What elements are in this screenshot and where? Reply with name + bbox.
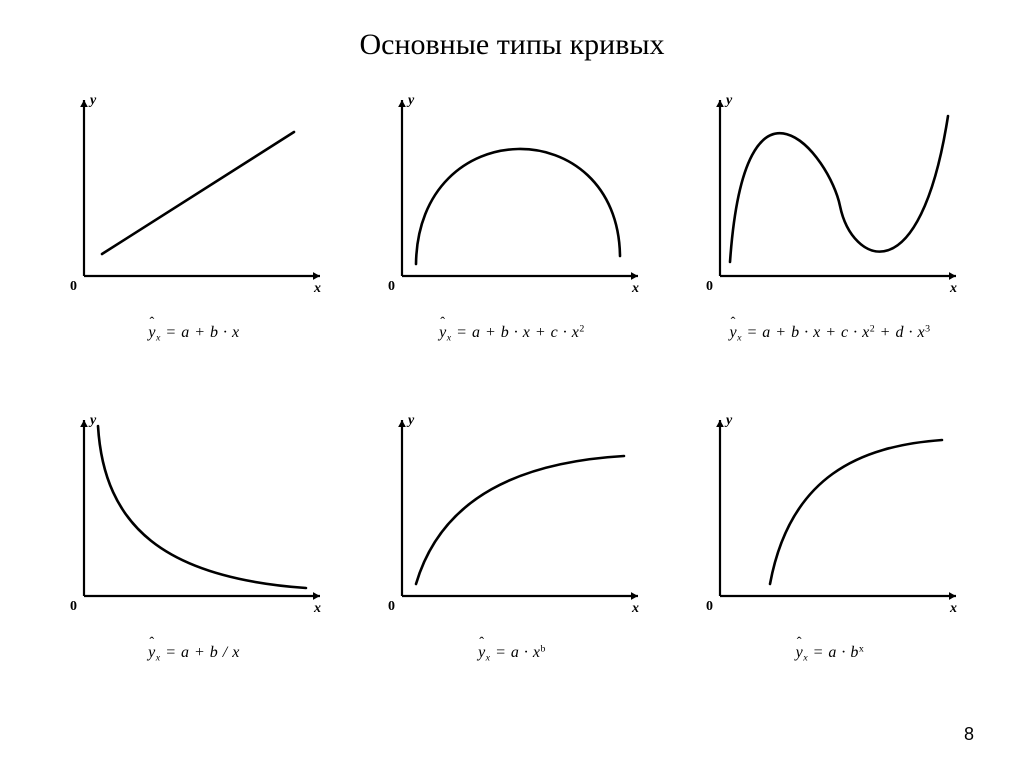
y-axis-label: y — [724, 93, 733, 108]
plot-cubic: 0 x y — [690, 86, 970, 306]
page-number: 8 — [964, 724, 974, 745]
plot-hyperbola: 0 x y — [54, 406, 334, 626]
formula-parabola: yx = a + b · x + c · x2 — [439, 324, 585, 344]
page-root: Основные типы кривых 0 x y yx = a + b · … — [0, 0, 1024, 767]
origin-label: 0 — [70, 279, 77, 294]
y-axis-label: y — [406, 413, 415, 428]
x-axis-label: x — [313, 281, 321, 296]
formula-power: yx = a · xb — [478, 644, 546, 664]
y-axis-label: y — [88, 93, 97, 108]
panel-parabola: 0 x y yx = a + b · x + c · x2 — [358, 86, 666, 386]
curve-hyperbola — [98, 426, 306, 588]
y-axis-arrow-icon — [398, 420, 406, 427]
formula-linear: yx = a + b · x — [148, 324, 239, 344]
origin-label: 0 — [706, 279, 713, 294]
y-axis-arrow-icon — [80, 420, 88, 427]
curve-parabola — [416, 149, 620, 264]
curve-exponential — [770, 440, 942, 584]
chart-grid: 0 x y yx = a + b · x 0 x y yx = a + b · … — [40, 86, 984, 706]
plot-linear: 0 x y — [54, 86, 334, 306]
plot-power: 0 x y — [372, 406, 652, 626]
curve-power — [416, 456, 624, 584]
panel-cubic: 0 x y yx = a + b · x + c · x2 + d · x3 — [676, 86, 984, 386]
panel-power: 0 x y yx = a · xb — [358, 406, 666, 706]
x-axis-arrow-icon — [313, 272, 320, 280]
plot-exponential: 0 x y — [690, 406, 970, 626]
y-axis-arrow-icon — [80, 100, 88, 107]
y-axis-label: y — [88, 413, 97, 428]
y-axis-label: y — [724, 413, 733, 428]
x-axis-arrow-icon — [949, 592, 956, 600]
page-title: Основные типы кривых — [40, 28, 984, 62]
panel-exponential: 0 x y yx = a · bx — [676, 406, 984, 706]
curve-linear — [102, 132, 294, 254]
plot-parabola: 0 x y — [372, 86, 652, 306]
origin-label: 0 — [706, 599, 713, 614]
formula-exponential: yx = a · bx — [796, 644, 865, 664]
x-axis-label: x — [631, 281, 639, 296]
origin-label: 0 — [388, 599, 395, 614]
y-axis-arrow-icon — [398, 100, 406, 107]
x-axis-label: x — [949, 601, 957, 616]
curve-cubic — [730, 116, 948, 262]
x-axis-arrow-icon — [631, 272, 638, 280]
formula-cubic: yx = a + b · x + c · x2 + d · x3 — [729, 324, 930, 344]
origin-label: 0 — [388, 279, 395, 294]
x-axis-arrow-icon — [949, 272, 956, 280]
x-axis-label: x — [949, 281, 957, 296]
y-axis-label: y — [406, 93, 415, 108]
x-axis-label: x — [631, 601, 639, 616]
x-axis-arrow-icon — [631, 592, 638, 600]
formula-hyperbola: yx = a + b / x — [148, 644, 240, 664]
x-axis-arrow-icon — [313, 592, 320, 600]
x-axis-label: x — [313, 601, 321, 616]
y-axis-arrow-icon — [716, 420, 724, 427]
panel-hyperbola: 0 x y yx = a + b / x — [40, 406, 348, 706]
panel-linear: 0 x y yx = a + b · x — [40, 86, 348, 386]
y-axis-arrow-icon — [716, 100, 724, 107]
origin-label: 0 — [70, 599, 77, 614]
